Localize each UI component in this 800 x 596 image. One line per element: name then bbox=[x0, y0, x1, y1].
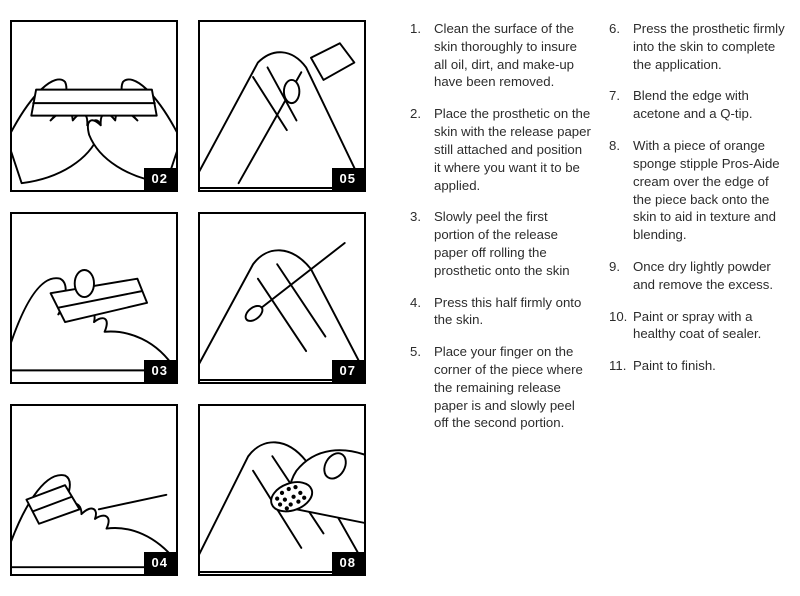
panel-label: 07 bbox=[332, 360, 364, 382]
step-text: Place your finger on the corner of the p… bbox=[434, 343, 591, 432]
step-number: 8. bbox=[609, 137, 633, 244]
panel-08: 08 bbox=[198, 404, 366, 576]
instructions: 1.Clean the surface of the skin thorough… bbox=[380, 20, 790, 576]
panel-04: 04 bbox=[10, 404, 178, 576]
steps-list-2: 6.Press the prosthetic firmly into the s… bbox=[609, 20, 790, 375]
panel-label: 03 bbox=[144, 360, 176, 382]
step-item: 9.Once dry lightly powder and remove the… bbox=[609, 258, 790, 294]
step-item: 5.Place your finger on the corner of the… bbox=[410, 343, 591, 432]
panel-03-illustration bbox=[12, 214, 176, 382]
illustration-grid: 02 05 bbox=[10, 20, 380, 576]
panel-label: 04 bbox=[144, 552, 176, 574]
step-number: 3. bbox=[410, 208, 434, 279]
panel-label: 08 bbox=[332, 552, 364, 574]
panel-07: 07 bbox=[198, 212, 366, 384]
panel-label: 02 bbox=[144, 168, 176, 190]
step-text: Press the prosthetic firmly into the ski… bbox=[633, 20, 790, 73]
instructions-col-1: 1.Clean the surface of the skin thorough… bbox=[410, 20, 591, 576]
panel-07-illustration bbox=[200, 214, 364, 382]
step-item: 7.Blend the edge with acetone and a Q-ti… bbox=[609, 87, 790, 123]
step-number: 7. bbox=[609, 87, 633, 123]
step-item: 1.Clean the surface of the skin thorough… bbox=[410, 20, 591, 91]
panel-05: 05 bbox=[198, 20, 366, 192]
step-text: Press this half firmly onto the skin. bbox=[434, 294, 591, 330]
step-item: 4.Press this half firmly onto the skin. bbox=[410, 294, 591, 330]
step-item: 3.Slowly peel the first portion of the r… bbox=[410, 208, 591, 279]
instructions-col-2: 6.Press the prosthetic firmly into the s… bbox=[609, 20, 790, 576]
panel-label: 05 bbox=[332, 168, 364, 190]
step-item: 2.Place the prosthetic on the skin with … bbox=[410, 105, 591, 194]
step-number: 4. bbox=[410, 294, 434, 330]
panel-02-illustration bbox=[12, 22, 176, 190]
step-text: Paint to finish. bbox=[633, 357, 790, 375]
step-text: Slowly peel the first portion of the rel… bbox=[434, 208, 591, 279]
step-number: 2. bbox=[410, 105, 434, 194]
step-number: 6. bbox=[609, 20, 633, 73]
step-item: 10.Paint or spray with a healthy coat of… bbox=[609, 308, 790, 344]
panel-08-illustration bbox=[200, 406, 364, 574]
panel-02: 02 bbox=[10, 20, 178, 192]
step-text: With a piece of orange sponge stipple Pr… bbox=[633, 137, 790, 244]
panel-04-illustration bbox=[12, 406, 176, 574]
page: 02 05 bbox=[0, 0, 800, 596]
step-number: 10. bbox=[609, 308, 633, 344]
step-item: 11.Paint to finish. bbox=[609, 357, 790, 375]
step-number: 1. bbox=[410, 20, 434, 91]
step-number: 5. bbox=[410, 343, 434, 432]
steps-list-1: 1.Clean the surface of the skin thorough… bbox=[410, 20, 591, 432]
step-item: 6.Press the prosthetic firmly into the s… bbox=[609, 20, 790, 73]
panel-03: 03 bbox=[10, 212, 178, 384]
step-item: 8.With a piece of orange sponge stipple … bbox=[609, 137, 790, 244]
step-text: Clean the surface of the skin thoroughly… bbox=[434, 20, 591, 91]
step-text: Place the prosthetic on the skin with th… bbox=[434, 105, 591, 194]
step-number: 9. bbox=[609, 258, 633, 294]
step-text: Blend the edge with acetone and a Q-tip. bbox=[633, 87, 790, 123]
step-text: Paint or spray with a healthy coat of se… bbox=[633, 308, 790, 344]
step-number: 11. bbox=[609, 357, 633, 375]
panel-05-illustration bbox=[200, 22, 364, 190]
step-text: Once dry lightly powder and remove the e… bbox=[633, 258, 790, 294]
